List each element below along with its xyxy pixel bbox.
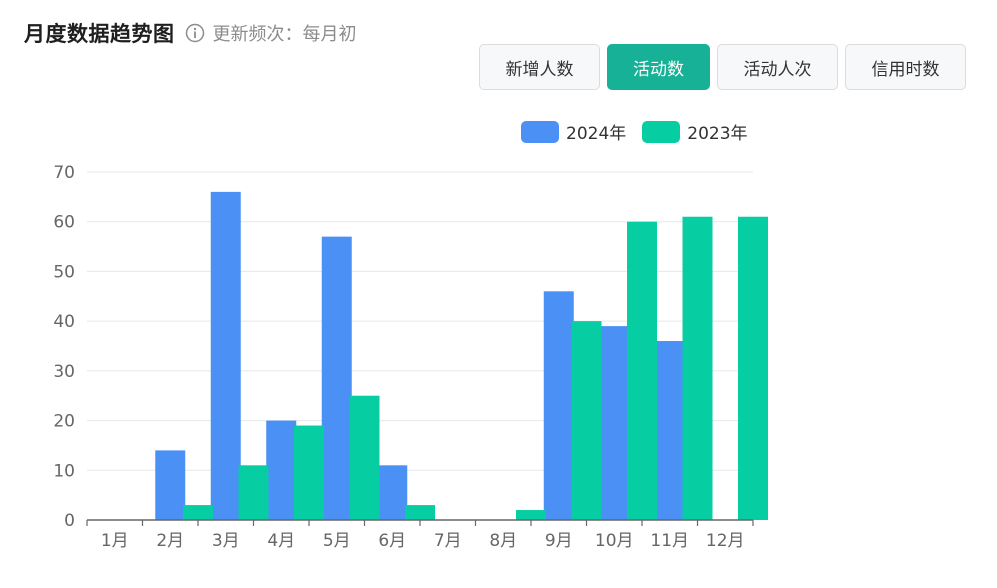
x-tick-label: 9月 (545, 531, 573, 551)
bar-2023-5月[interactable] (349, 395, 380, 520)
axes: 0 10 20 30 40 50 60 70 1月 2月 3月 4月 5月 6月 7月 8月 9月 10月 11月 1… (53, 163, 754, 551)
bar-2024-9月[interactable] (543, 291, 574, 520)
y-tick-label: 10 (53, 461, 75, 481)
chart-legend: 2024年 2023年 (521, 119, 764, 144)
bars (155, 191, 768, 520)
x-tick-label: 8月 (489, 531, 517, 551)
x-tick-label: 5月 (323, 531, 351, 551)
bar-2024-5月[interactable] (321, 236, 352, 520)
bar-2023-11月[interactable] (682, 216, 713, 520)
bar-2024-2月[interactable] (155, 450, 186, 520)
bar-2024-6月[interactable] (377, 465, 408, 520)
x-tick-label: 1月 (101, 531, 129, 551)
x-tick-label: 11月 (650, 531, 689, 551)
y-tick-label: 50 (53, 262, 75, 282)
x-tick-label: 7月 (434, 531, 462, 551)
x-tick-label: 12月 (706, 531, 745, 551)
metric-tabs: 新增人数 活动数 活动人次 信用时数 (479, 44, 966, 90)
bar-2023-4月[interactable] (294, 425, 324, 520)
info-icon[interactable] (185, 23, 205, 43)
legend-label-2024: 2024年 (566, 124, 627, 144)
bar-2023-6月[interactable] (405, 505, 435, 520)
bar-2024-4月[interactable] (266, 420, 297, 520)
tab-activity-attendance[interactable]: 活动人次 (717, 44, 838, 90)
update-frequency-text: 更新频次：每月初 (212, 24, 357, 45)
bar-2023-2月[interactable] (183, 505, 213, 520)
bar-2023-8月[interactable] (516, 510, 546, 520)
x-tick-label: 4月 (267, 531, 295, 551)
bar-2024-11月[interactable] (654, 341, 685, 520)
y-tick-label: 60 (53, 213, 75, 233)
x-tick-label: 3月 (212, 531, 240, 551)
legend-swatch-2024 (521, 120, 559, 143)
bar-2023-3月[interactable] (238, 465, 269, 520)
legend-swatch-2023 (642, 120, 681, 143)
x-tick-label: 10月 (595, 531, 634, 551)
x-tick-label: 6月 (378, 531, 406, 551)
legend-item-2023[interactable]: 2023年 (642, 119, 748, 144)
y-tick-label: 0 (64, 511, 75, 531)
bar-2024-3月[interactable] (210, 191, 241, 520)
x-tick-label: 2月 (156, 531, 184, 551)
tab-activity-count[interactable]: 活动数 (607, 44, 710, 90)
y-tick-label: 70 (53, 163, 75, 183)
bar-2024-10月[interactable] (599, 326, 630, 520)
legend-label-2023: 2023年 (687, 124, 748, 144)
y-tick-label: 20 (53, 412, 75, 432)
chart-header: 月度数据趋势图 更新频次：每月初 (24, 16, 357, 50)
y-tick-label: 30 (53, 362, 75, 382)
bar-2023-10月[interactable] (627, 221, 657, 520)
tab-credit-hours[interactable]: 信用时数 (845, 44, 966, 90)
tab-new-members[interactable]: 新增人数 (479, 44, 600, 90)
page-title: 月度数据趋势图 (24, 22, 175, 46)
bar-2023-12月[interactable] (738, 216, 768, 520)
bar-2023-9月[interactable] (571, 321, 602, 520)
legend-item-2024[interactable]: 2024年 (521, 119, 626, 144)
y-tick-label: 40 (53, 312, 75, 332)
